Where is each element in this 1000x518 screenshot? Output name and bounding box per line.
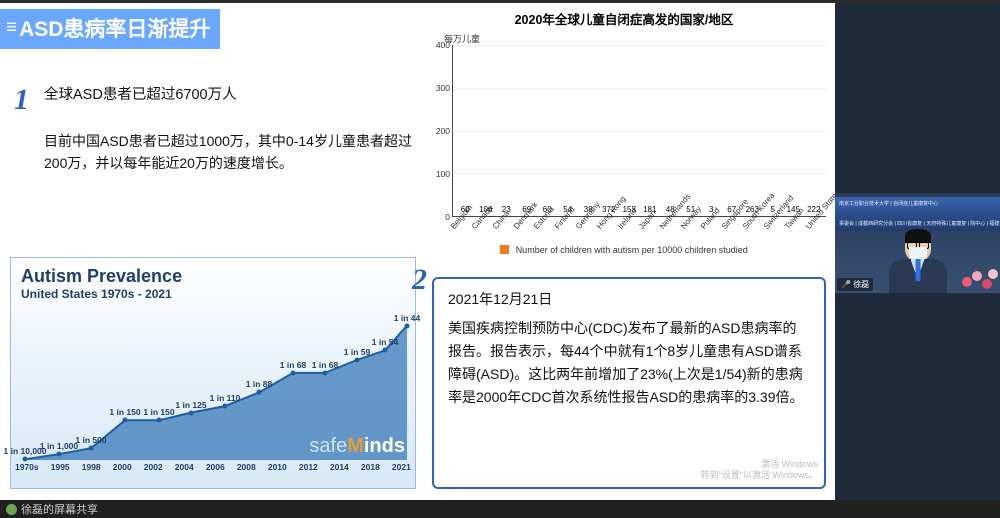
cdc-body: 美国疾病控制预防中心(CDC)发布了最新的ASD患病率的报告。报告表示，每44个… bbox=[448, 317, 810, 409]
bar-chart: 2020年全球儿童自闭症高发的国家/地区 每万儿童 0100200300400 … bbox=[420, 9, 828, 262]
bar-chart-xaxis: BelgiumCanadaChinaDenmarkEstoniaFinlandG… bbox=[452, 217, 828, 245]
share-status-text: 徐磊的屏幕共享 bbox=[21, 501, 98, 517]
bar-chart-plot: 0100200300400 60106236960543837215318148… bbox=[424, 45, 828, 245]
legend-text: Number of children with autism per 10000… bbox=[516, 245, 748, 255]
safeminds-logo: safeMinds bbox=[309, 435, 405, 458]
bar-chart-yaxis: 0100200300400 bbox=[424, 45, 452, 217]
inset-subtitle: United States 1970s - 2021 bbox=[11, 287, 415, 301]
slide-title-band: ≡ ASD患病率日渐提升 bbox=[0, 9, 220, 49]
zoom-window: ≡ ASD患病率日渐提升 1 全球ASD患者已超过6700万人 目前中国ASD患… bbox=[0, 0, 1000, 518]
inset-xaxis: 1970s19951998200020022004200620082010201… bbox=[13, 462, 413, 472]
title-hamburger-icon: ≡ bbox=[6, 17, 15, 39]
shared-slide: ≡ ASD患病率日渐提升 1 全球ASD患者已超过6700万人 目前中国ASD患… bbox=[0, 3, 835, 500]
windows-watermark: 激活 Windows 转到"设置"以激活 Windows。 bbox=[701, 459, 818, 481]
presenter-avatar bbox=[886, 231, 950, 293]
flowers-icon bbox=[960, 267, 1000, 293]
speaker-name-text: 徐磊 bbox=[853, 280, 869, 289]
sharer-avatar-icon bbox=[6, 504, 17, 515]
cdc-date: 2021年12月21日 bbox=[448, 289, 810, 309]
legend-swatch bbox=[500, 245, 509, 254]
bar-chart-legend: Number of children with autism per 10000… bbox=[420, 245, 828, 255]
speaker-banner: 南京工业职业技术大学 | 自闭症儿童康复中心 bbox=[835, 197, 1000, 217]
main-area: ≡ ASD患病率日渐提升 1 全球ASD患者已超过6700万人 目前中国ASD患… bbox=[0, 3, 1000, 500]
cdc-box: 2 2021年12月21日 美国疾病控制预防中心(CDC)发布了最新的ASD患病… bbox=[432, 277, 826, 489]
banner-line1: 南京工业职业技术大学 | 自闭症儿童康复中心 bbox=[835, 197, 1000, 210]
speaker-name-label: 🎤 徐磊 bbox=[837, 278, 873, 291]
bullet2-badge: 2 bbox=[412, 263, 436, 297]
speaker-video[interactable]: 南京工业职业技术大学 | 自闭症儿童康复中心 事委会 | 成都西研究分会 | 四… bbox=[835, 193, 1000, 293]
inset-title: Autism Prevalence bbox=[11, 258, 415, 287]
prevalence-inset: Autism Prevalence United States 1970s - … bbox=[10, 257, 416, 489]
logo-minds: Minds bbox=[347, 435, 405, 457]
logo-safe: safe bbox=[309, 435, 347, 457]
bar-chart-title: 2020年全球儿童自闭症高发的国家/地区 bbox=[420, 9, 828, 28]
status-bar: 徐磊的屏幕共享 bbox=[0, 500, 1000, 518]
wm-line2: 转到"设置"以激活 Windows。 bbox=[701, 470, 818, 481]
bullet1-head: 全球ASD患者已超过6700万人 bbox=[44, 83, 237, 104]
bullet1-badge: 1 bbox=[14, 83, 38, 117]
slide-title-text: ASD患病率日渐提升 bbox=[19, 13, 210, 43]
bullet-1: 1 全球ASD患者已超过6700万人 bbox=[14, 83, 414, 117]
wm-line1: 激活 Windows bbox=[701, 459, 818, 470]
speaker-panel: 南京工业职业技术大学 | 自闭症儿童康复中心 事委会 | 成都西研究分会 | 四… bbox=[835, 3, 1000, 500]
bar-chart-yunit: 每万儿童 bbox=[444, 32, 828, 45]
bullet1-body: 目前中国ASD患者已超过1000万，其中0-14岁儿童患者超过200万，并以每年… bbox=[44, 131, 414, 174]
left-column: 1 全球ASD患者已超过6700万人 目前中国ASD患者已超过1000万，其中0… bbox=[14, 51, 414, 174]
